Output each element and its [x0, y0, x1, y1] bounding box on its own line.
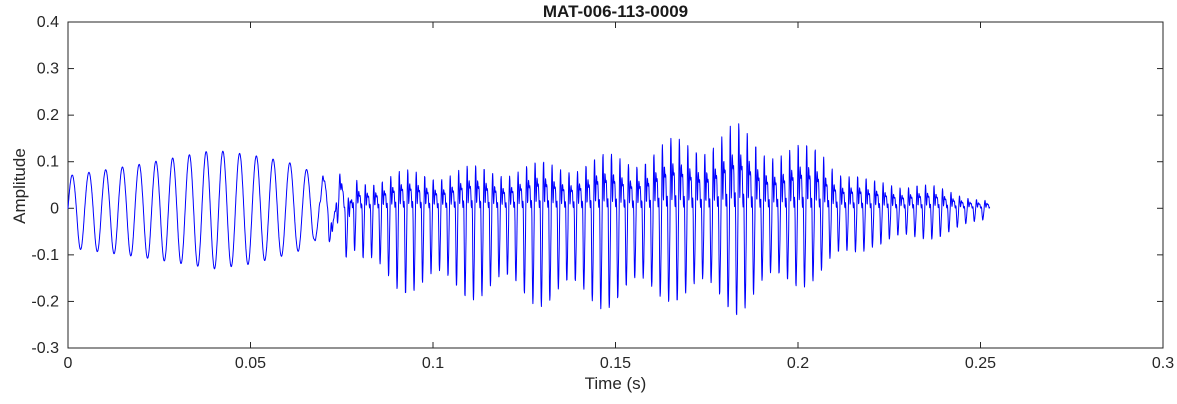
waveform-line	[67, 123, 991, 316]
y-tick-label: -0.3	[31, 340, 59, 357]
x-tick-label: 0	[64, 355, 73, 372]
x-axis-label: Time (s)	[584, 374, 647, 393]
x-tick-label: 0.1	[422, 355, 444, 372]
y-tick-label: 0	[50, 200, 59, 217]
y-tick-label: -0.2	[31, 293, 59, 310]
x-tick-label: 0.25	[965, 355, 996, 372]
x-tick-label: 0.05	[235, 355, 266, 372]
y-tick-label: 0.2	[37, 107, 59, 124]
y-tick-label: 0.1	[37, 154, 59, 171]
y-tick-label: 0.3	[37, 61, 59, 78]
y-tick-label: 0.4	[37, 14, 59, 31]
x-tick-label: 0.15	[600, 355, 631, 372]
chart-title: MAT-006-113-0009	[542, 2, 689, 21]
y-tick-label: -0.1	[31, 247, 59, 264]
axes-box	[67, 21, 1164, 349]
x-tick-label: 0.3	[1152, 355, 1174, 372]
x-tick-label: 0.2	[787, 355, 809, 372]
